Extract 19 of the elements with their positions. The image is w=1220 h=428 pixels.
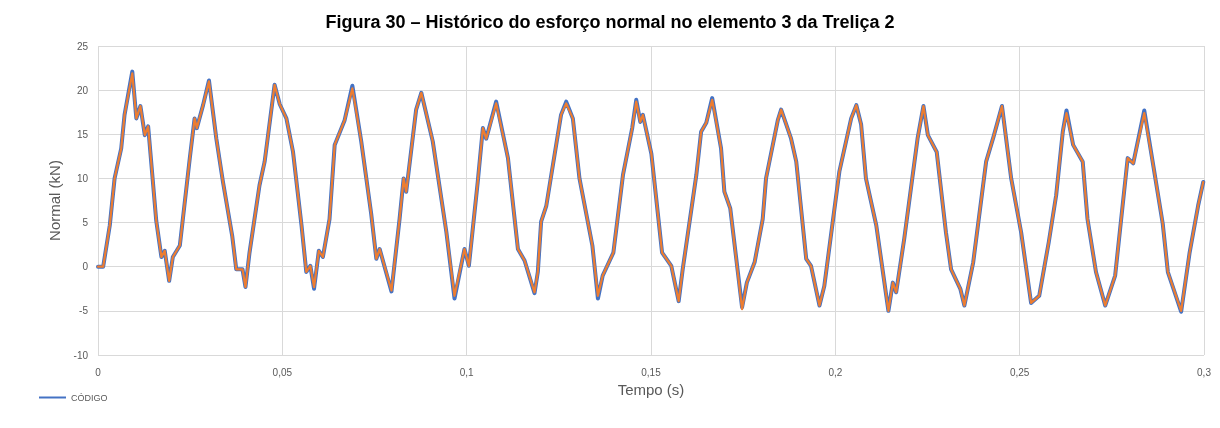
y-tick-label: -10 (73, 349, 89, 361)
y-axis-title: Normal (kN) (46, 160, 63, 241)
chart-title: Figura 30 – Histórico do esforço normal no elemento 3 da Treliça 2 (325, 12, 895, 32)
y-tick-label: 20 (76, 84, 89, 96)
x-tick-label: 0 (95, 366, 102, 378)
y-tick-label: -5 (79, 305, 89, 317)
y-tick-label: 15 (76, 128, 89, 140)
x-tick-label: 0,15 (641, 366, 662, 378)
y-tick-label: 10 (76, 172, 89, 184)
y-tick-label: 5 (82, 217, 89, 229)
x-tick-label: 0,05 (272, 366, 293, 378)
x-tick-label: 0,1 (459, 366, 475, 378)
x-axis-title: Tempo (s) (617, 380, 685, 398)
x-tick-label: 0,3 (1197, 366, 1212, 378)
y-tick-label: 25 (76, 40, 89, 52)
x-tick-label: 0,25 (1009, 366, 1030, 378)
y-tick-label: 0 (82, 261, 89, 273)
legend-label: CÓDIGO (71, 392, 108, 403)
x-tick-label: 0,2 (828, 366, 843, 378)
